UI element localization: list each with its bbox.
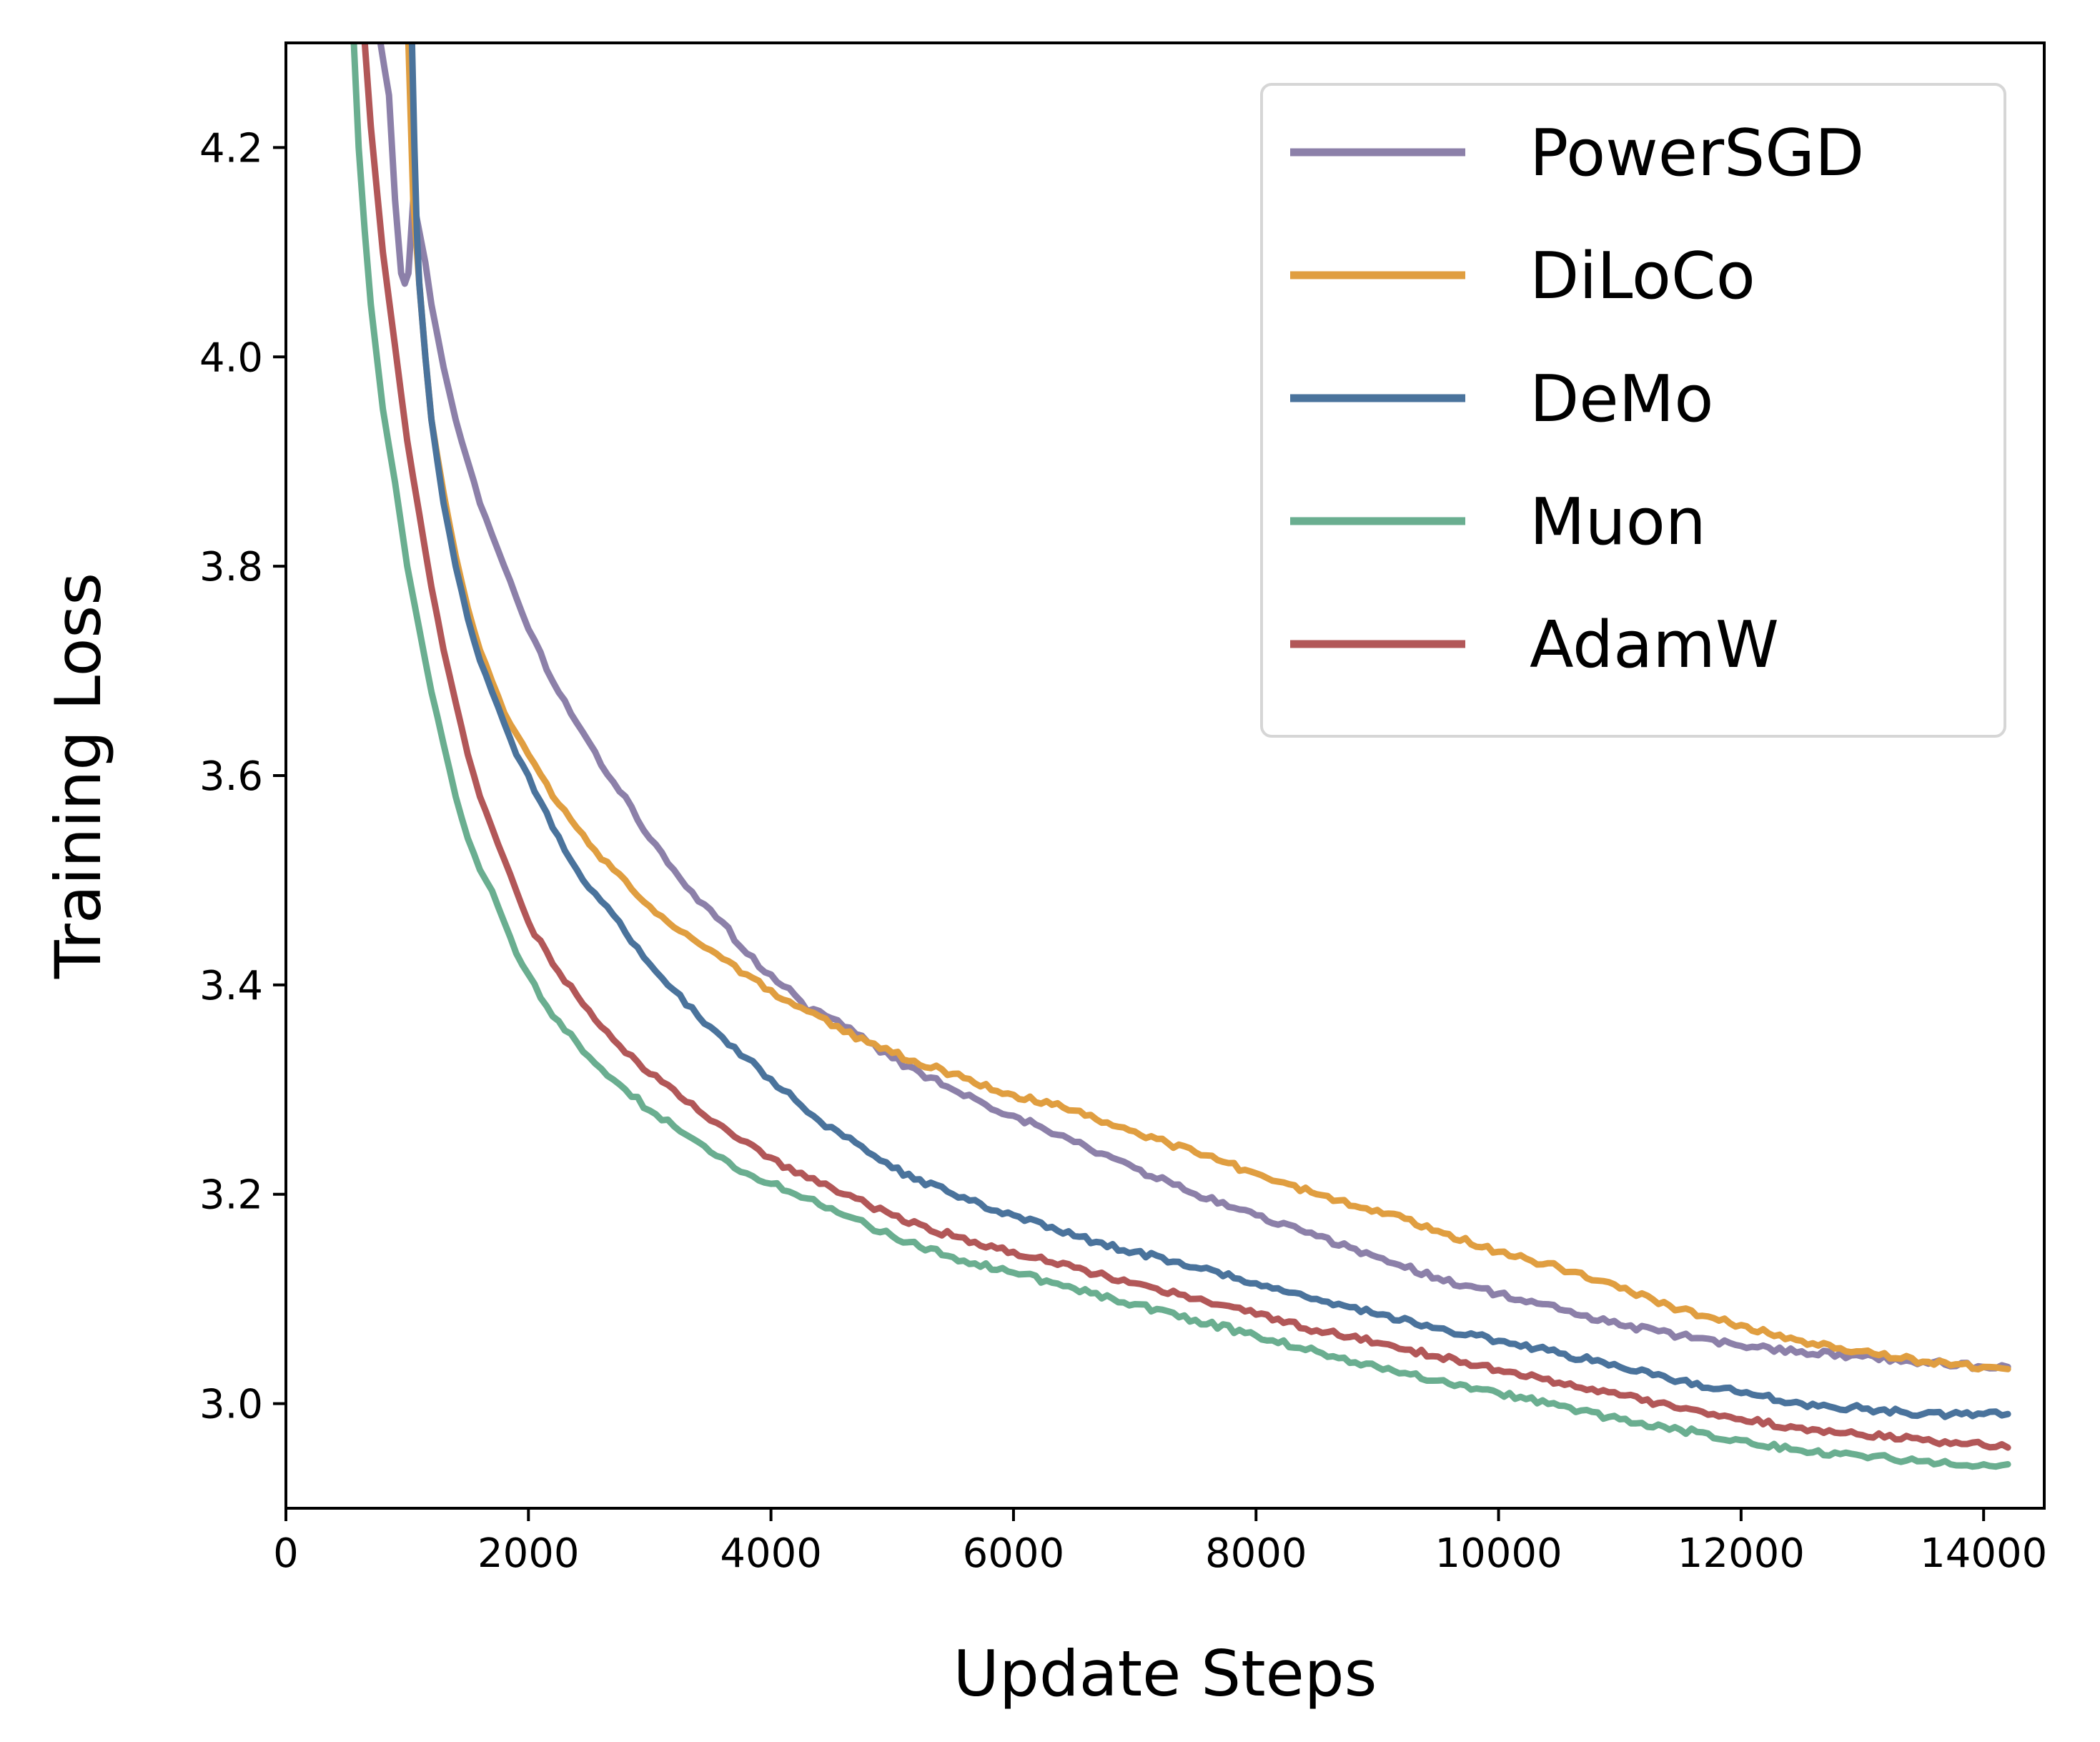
y-axis-title: Training Loss	[41, 573, 115, 979]
legend-label-muon: Muon	[1530, 485, 1706, 560]
y-axis: 3.0 3.2 3.4 3.6 3.8 4.0 4.2	[199, 125, 286, 1428]
legend-label-adamw: AdamW	[1530, 608, 1779, 683]
legend-label-diloco: DiLoCo	[1530, 239, 1755, 314]
x-tick-label: 6000	[963, 1530, 1065, 1577]
y-tick-label: 3.4	[199, 963, 263, 1009]
x-tick-label: 2000	[477, 1530, 580, 1577]
x-tick-label: 8000	[1205, 1530, 1307, 1577]
y-tick-label: 3.8	[199, 544, 263, 590]
y-tick-label: 3.0	[199, 1382, 263, 1428]
x-tick-label: 12000	[1678, 1530, 1805, 1577]
legend: PowerSGD DiLoCo DeMo Muon AdamW	[1260, 83, 2006, 738]
legend-label-powersgd: PowerSGD	[1530, 116, 1864, 191]
x-tick-label: 10000	[1435, 1530, 1562, 1577]
y-tick-label: 4.0	[199, 335, 263, 381]
y-tick-label: 4.2	[199, 125, 263, 172]
series-line-demo	[408, 43, 2011, 1420]
x-tick-label: 0	[273, 1530, 299, 1577]
x-tick-label: 14000	[1920, 1530, 2047, 1577]
x-tick-label: 4000	[720, 1530, 822, 1577]
legend-label-demo: DeMo	[1530, 362, 1713, 437]
x-axis: 0 2000 4000 6000 8000 10000 12000 14000	[273, 1508, 2047, 1577]
legend-box	[1260, 83, 2006, 738]
series-line-powersgd	[377, 43, 2011, 1372]
series-line-adamw	[361, 43, 2011, 1451]
series-line-muon	[350, 43, 2011, 1470]
series-line-diloco	[405, 43, 2011, 1373]
x-axis-title: Update Steps	[954, 1637, 1377, 1711]
y-tick-label: 3.6	[199, 753, 263, 800]
series-layer	[350, 43, 2011, 1470]
y-tick-label: 3.2	[199, 1172, 263, 1219]
